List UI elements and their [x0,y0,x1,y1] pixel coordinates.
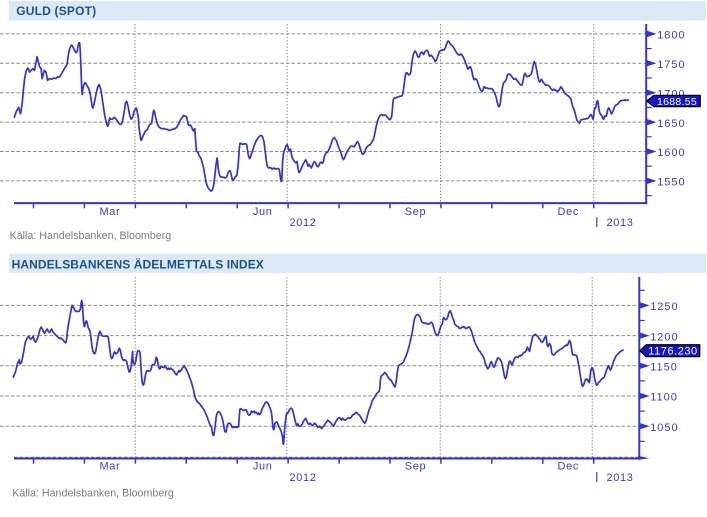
svg-text:GULD (SPOT): GULD (SPOT) [16,4,96,18]
svg-text:2013: 2013 [606,472,633,484]
svg-text:1600: 1600 [657,147,685,159]
svg-text:1688.55: 1688.55 [657,96,697,108]
svg-text:2012: 2012 [289,472,316,484]
svg-text:1150: 1150 [650,362,678,374]
svg-text:Sep: Sep [405,461,427,473]
svg-text:1650: 1650 [657,118,685,130]
svg-text:1176.230: 1176.230 [648,346,697,358]
svg-text:Jun: Jun [253,461,273,473]
svg-text:2012: 2012 [289,217,316,229]
svg-text:HANDELSBANKENS ÄDELMETTALS IND: HANDELSBANKENS ÄDELMETTALS INDEX [12,257,264,272]
svg-text:1800: 1800 [657,30,685,42]
svg-text:2013: 2013 [606,217,633,229]
svg-text:1100: 1100 [650,392,678,404]
svg-text:1200: 1200 [650,331,678,343]
svg-text:1750: 1750 [657,59,685,71]
svg-text:Mar: Mar [99,461,120,473]
svg-text:1250: 1250 [650,301,678,313]
svg-text:1550: 1550 [657,177,685,189]
svg-text:Källa: Handelsbanken, Bloomber: Källa: Handelsbanken, Bloomberg [12,488,174,500]
svg-text:Dec: Dec [558,461,580,473]
svg-text:Dec: Dec [558,206,580,218]
svg-text:Jun: Jun [253,206,273,218]
svg-text:Källa: Handelsbanken, Bloomber: Källa: Handelsbanken, Bloomberg [10,230,172,242]
svg-text:Sep: Sep [405,206,427,218]
svg-text:Mar: Mar [99,206,120,218]
svg-text:1050: 1050 [650,422,678,434]
